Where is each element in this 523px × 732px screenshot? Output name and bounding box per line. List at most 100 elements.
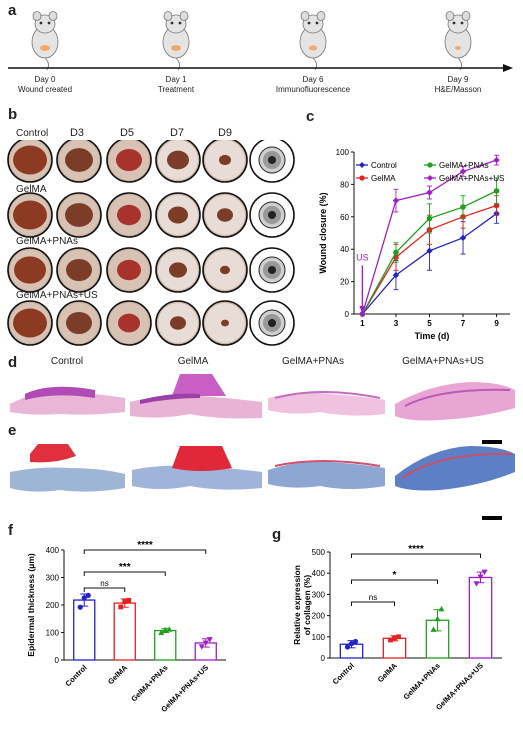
chart-f-ytick-label: 400 (46, 546, 60, 555)
chart-g-ytick-label: 400 (312, 569, 326, 578)
chart-c-legend-marker (427, 175, 433, 181)
scale-bar-masson (482, 516, 502, 520)
wound-photo-r3-c4 (202, 300, 248, 346)
chart-f-point (198, 644, 205, 650)
chart-g-point (344, 644, 351, 650)
photo-col-head-d5: D5 (119, 127, 135, 139)
wound-photo-r1-c2 (106, 192, 152, 238)
wound-trace-r3 (249, 300, 295, 346)
timeline-label-0: Day 0 Wound created (17, 75, 73, 94)
wound-photo-r1-c0 (7, 192, 53, 238)
chart-c-legend-marker (427, 162, 433, 168)
wound-photo-r2-c0 (7, 247, 53, 293)
chart-f-bar-0 (73, 599, 96, 661)
chart-f-sig-bracket-2 (83, 549, 207, 554)
chart-c-ytick-label: 100 (336, 148, 350, 157)
chart-g-sig-bracket-2 (351, 553, 481, 558)
chart-g-sig-bracket-0 (351, 601, 395, 606)
chart-c-xtick-label: 7 (461, 319, 466, 328)
photo-col-head-d7: D7 (169, 127, 185, 139)
mouse-icon-day1 (162, 11, 190, 71)
collagen-expression-chart: 0 100 200 300 400 500 Relative expression of co… (292, 544, 502, 712)
masson-section-control (10, 444, 125, 492)
chart-g-point (348, 640, 355, 647)
chart-g-point (430, 626, 437, 632)
chart-g-point (438, 605, 445, 612)
histo-label-gelma-pnas: GelMA+PNAs (282, 356, 344, 367)
chart-g-xtick-label-2: GelMA+PNAs (402, 661, 442, 701)
chart-g-point (477, 574, 484, 581)
chart-g-point (481, 569, 488, 576)
he-section-control (10, 386, 125, 415)
chart-f-point (118, 604, 124, 610)
chart-c-point (359, 310, 366, 318)
chart-f-sig-bracket-1 (83, 571, 166, 576)
photo-row-label-gelma-pnas-us: GelMA+PNAs+US (16, 290, 98, 301)
chart-g-sig-label-2: **** (408, 544, 424, 555)
wound-closure-chart: 0 20 40 60 80 100 1 3 5 7 9 Time (d) Wound closure (… (318, 148, 510, 341)
chart-c-point (426, 247, 433, 255)
chart-c-point (392, 197, 400, 204)
chart-g-sig-label-0: ns (369, 593, 377, 602)
chart-f-sig-bracket-0 (83, 587, 126, 592)
chart-c-us-label: US (356, 253, 369, 263)
epidermal-thickness-chart: 0 100 200 300 400 Epidermal thickness (μm) Con… (26, 540, 226, 714)
timeline-label-2: Day 6 Immunofluorescence (275, 75, 351, 94)
chart-g-xtick-label-0: Control (331, 661, 356, 686)
wound-photo-r3-c0 (7, 300, 53, 346)
chart-f-sig-label-1: *** (119, 562, 131, 573)
wound-photo-r0-c3 (155, 140, 201, 183)
chart-c-point (393, 249, 399, 256)
chart-c-xtick-label: 5 (427, 319, 432, 328)
mouse-icon-day0 (31, 11, 59, 71)
wound-trace-r0 (249, 140, 295, 183)
histo-label-gelma-pnas-us: GelMA+PNAs+US (402, 356, 484, 367)
panel-d-label: d (8, 354, 18, 371)
chart-g-ylabel: Relative expression (292, 565, 302, 645)
chart-c-ylabel: Wound closure (%) (318, 192, 328, 273)
mouse-icon-day9 (444, 11, 472, 71)
wound-photo-r3-c1 (56, 300, 102, 346)
histo-label-gelma: GelMA (177, 356, 209, 367)
chart-c-ytick-label: 80 (340, 180, 349, 189)
chart-c-point (493, 188, 500, 194)
chart-c-legend-label: GelMA+PNAs (439, 161, 489, 170)
chart-g-sig-label-1: * (393, 570, 397, 581)
chart-c-ytick-label: 0 (345, 310, 350, 319)
chart-f-xtick-label-1: GelMA (106, 663, 130, 687)
wound-photo-r1-c3 (155, 192, 201, 238)
he-section-gelma-pnas-us (395, 382, 515, 421)
panel-g-label: g (272, 526, 282, 543)
chart-f-point (202, 640, 209, 646)
wound-photo-r2-c3 (155, 247, 201, 293)
chart-c-legend-marker (359, 175, 365, 181)
wound-photo-grid (7, 140, 295, 346)
wound-photo-r2-c2 (106, 247, 152, 293)
wound-trace-r1 (249, 192, 295, 238)
chart-f-point (122, 599, 128, 605)
chart-f-point (85, 592, 91, 598)
masson-section-gelma-pnas-us (395, 446, 515, 491)
chart-f-point (126, 597, 132, 603)
panel-f-label: f (8, 522, 13, 539)
chart-f-sig-label-0: ns (100, 579, 108, 588)
chart-f-xtick-label-2: GelMA+PNAs (129, 663, 169, 703)
photo-row-label-gelma-pnas: GelMA+PNAs (16, 236, 78, 247)
chart-g-point (388, 637, 393, 643)
chart-f-ytick-label: 0 (55, 656, 60, 665)
chart-f-ytick-label: 100 (46, 629, 60, 638)
chart-c-xtick-label: 3 (394, 319, 399, 328)
masson-section-gelma (132, 446, 262, 490)
histo-label-control: Control (50, 356, 84, 367)
scale-bar-he (482, 440, 502, 444)
chart-g-ytick-label: 100 (312, 633, 326, 642)
chart-c-legend-marker (359, 162, 365, 168)
photo-col-head-d3: D3 (69, 127, 85, 139)
chart-c-point (459, 234, 467, 242)
wound-photo-r0-c4 (202, 140, 248, 183)
mouse-icon-day6 (299, 11, 327, 71)
wound-photo-r1-c1 (56, 192, 102, 238)
chart-f-sig-label-2: **** (137, 540, 153, 551)
panel-e-label: e (8, 422, 17, 439)
photo-row-label-control: Control (16, 128, 49, 139)
